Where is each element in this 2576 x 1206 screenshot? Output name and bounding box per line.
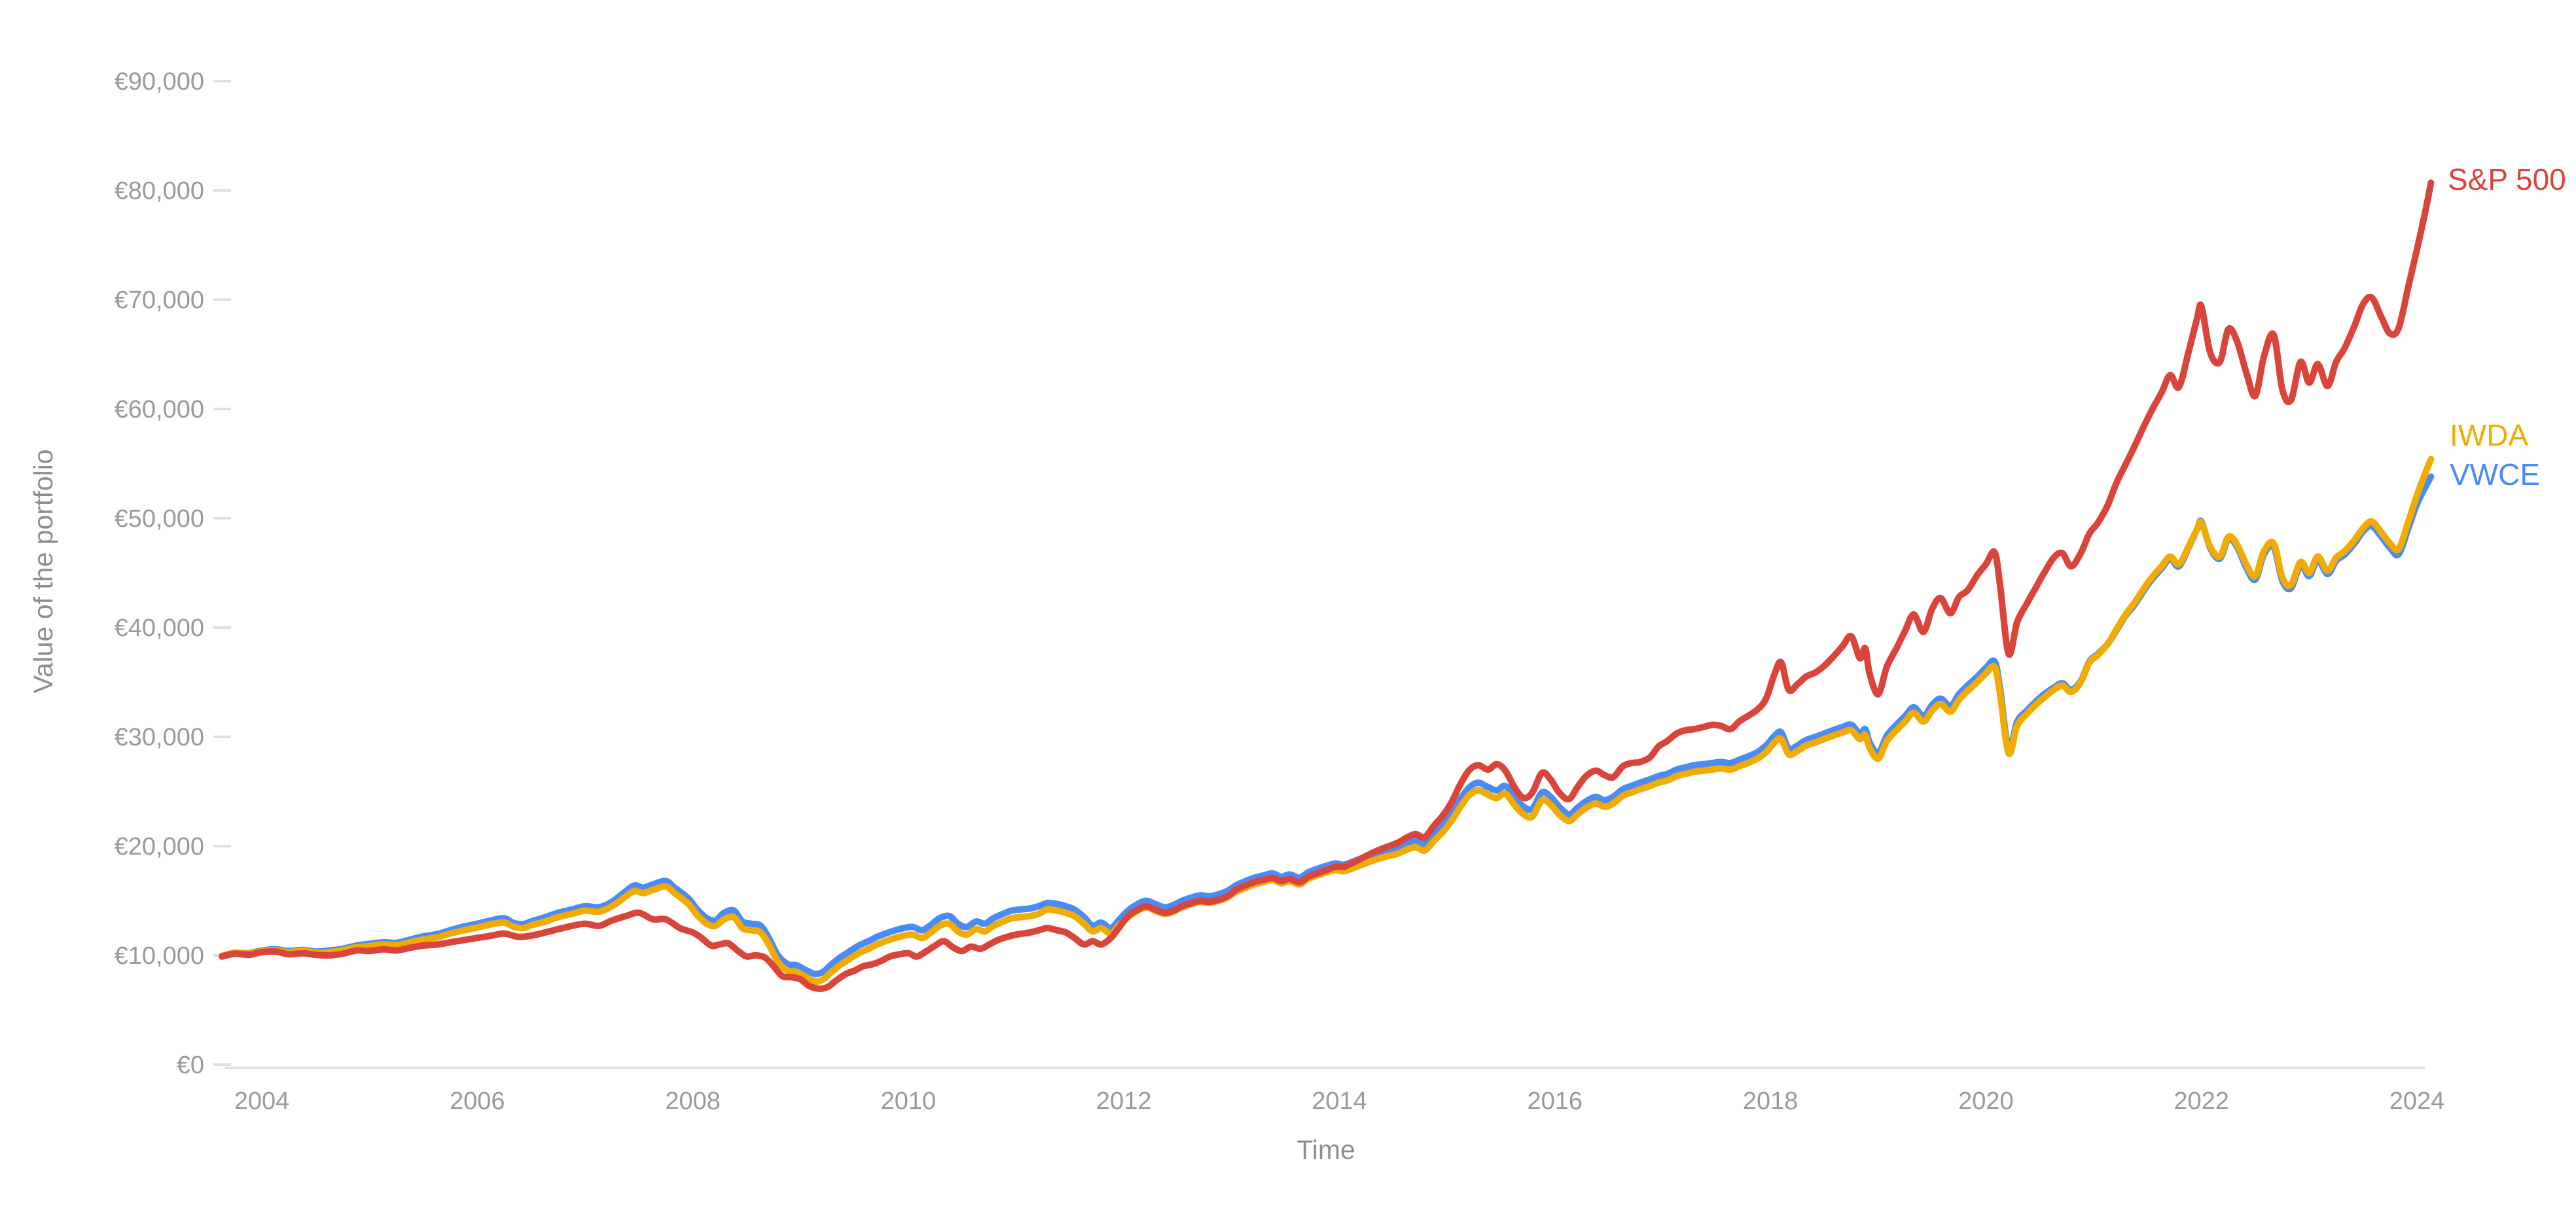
x-axis-title: Time [1297,1135,1355,1165]
series-label-vwce: VWCE [2450,457,2540,491]
x-tick-label: 2014 [1312,1088,1367,1115]
x-tick-label: 2008 [665,1088,721,1115]
y-tick-label: €70,000 [115,287,204,314]
y-tick-label: €90,000 [115,68,204,96]
x-tick-label: 2022 [2174,1088,2229,1115]
y-tick-label: €50,000 [115,505,204,533]
x-axis: 2004 2006 2008 2010 2012 2014 2016 2018 2020 2022… [234,1088,2445,1115]
series-line-iwda [219,455,2435,985]
x-tick-label: 2016 [1528,1088,1583,1115]
x-tick-label: 2020 [1958,1088,2014,1115]
y-tick-label: €30,000 [115,724,204,751]
y-tick-label: €60,000 [115,396,204,423]
y-tick-label: €40,000 [115,614,204,642]
portfolio-value-chart: €0 €10,000 €20,000 €30,000 €40,000 €50,000 €60… [26,10,2576,1196]
series-line-vwce [219,473,2435,978]
series-lines [219,179,2435,992]
y-axis-title: Value of the portfolio [28,449,58,693]
y-tick-label: €80,000 [115,177,204,205]
y-tick-label: €10,000 [115,942,204,970]
y-tick-label: €20,000 [115,833,204,860]
x-tick-label: 2010 [881,1088,937,1115]
x-tick-label: 2004 [234,1088,290,1115]
x-tick-label: 2024 [2389,1088,2445,1115]
chart-canvas: €0 €10,000 €20,000 €30,000 €40,000 €50,000 €60… [26,10,2576,1196]
series-label-sp500: S&P 500 [2448,162,2566,196]
series-line-sp500 [219,179,2435,992]
x-tick-label: 2018 [1743,1088,1798,1115]
series-label-iwda: IWDA [2450,418,2528,452]
y-axis: €0 €10,000 €20,000 €30,000 €40,000 €50,000 €60… [115,68,231,1079]
y-tick-label: €0 [177,1052,204,1079]
x-tick-label: 2012 [1096,1088,1152,1115]
x-tick-label: 2006 [450,1088,505,1115]
